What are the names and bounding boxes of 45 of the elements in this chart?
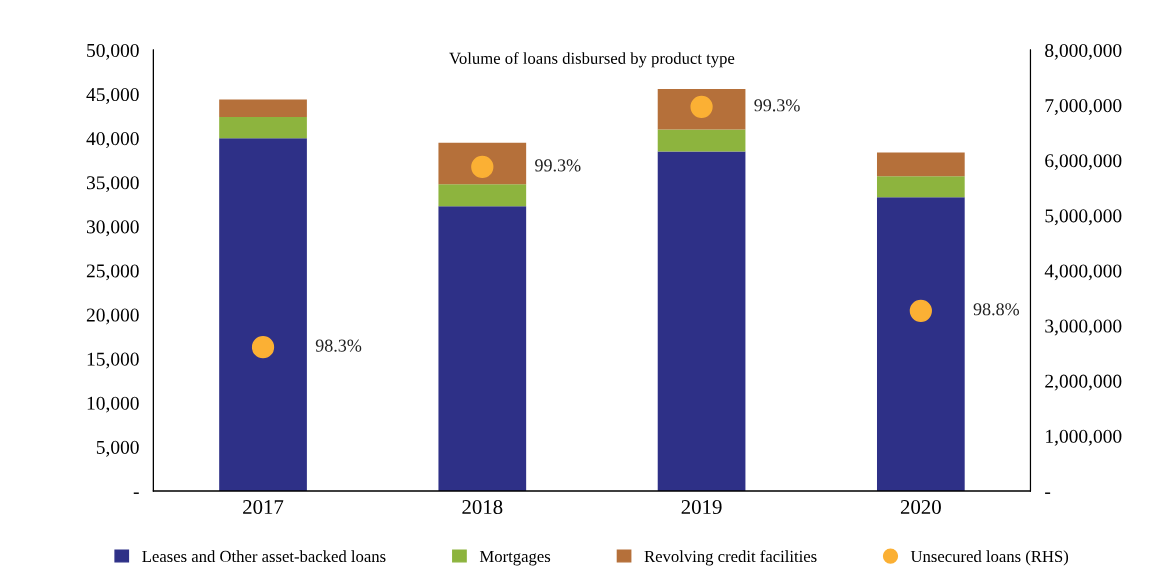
y-tick-label: 30,000 xyxy=(86,220,139,237)
legend-label: Revolving credit facilities xyxy=(644,550,817,566)
x-tick-label: 2020 xyxy=(900,499,941,515)
x-tick-label: 2017 xyxy=(243,499,284,515)
bar xyxy=(438,206,527,492)
bar xyxy=(876,176,965,198)
y-tick-label: 35,000 xyxy=(86,176,139,193)
legend-label: Mortgages xyxy=(479,550,551,566)
y2-tick-label: 6,000,000 xyxy=(1045,154,1122,171)
legend-label: Unsecured loans (RHS) xyxy=(910,550,1069,566)
y2-tick-label: 4,000,000 xyxy=(1044,264,1122,281)
y-tick-label: 25,000 xyxy=(86,264,139,281)
y2-tick-label: 3,000,000 xyxy=(1045,319,1122,336)
legend-label: Leases and Other asset-backed loans xyxy=(142,550,386,563)
bar xyxy=(438,184,527,207)
y-tick-label: 5,000 xyxy=(96,440,139,457)
y-tick-label: - xyxy=(133,492,139,494)
bar xyxy=(219,99,307,118)
y2-tick-label: 2,000,000 xyxy=(1045,374,1122,391)
annotation: 99.3% xyxy=(754,99,800,112)
point xyxy=(909,299,932,322)
x-tick-label: 2019 xyxy=(681,499,722,515)
y2-tick-label: 1,000,000 xyxy=(1046,429,1122,446)
y-tick-label: 15,000 xyxy=(87,352,139,369)
bar xyxy=(219,138,307,492)
bar xyxy=(876,152,965,177)
y-tick-label: 20,000 xyxy=(86,308,139,325)
y-tick-label: 50,000 xyxy=(87,43,139,60)
bar xyxy=(876,197,965,492)
y-tick-label: 10,000 xyxy=(87,396,139,413)
y2-tick-label: - xyxy=(1045,492,1051,494)
x-tick-label: 2018 xyxy=(462,499,503,515)
y-tick-label: 40,000 xyxy=(86,132,139,148)
y2-tick-label: 7,000,000 xyxy=(1045,99,1122,115)
bar xyxy=(219,117,307,139)
annotation: 99.3% xyxy=(535,159,581,172)
annotation: 98.8% xyxy=(973,303,1020,316)
y2-tick-label: 8,000,000 xyxy=(1045,43,1122,60)
bar xyxy=(657,151,746,492)
chart-title: Volume of loans disbursed by product type xyxy=(449,52,735,68)
annotation: 98.3% xyxy=(315,339,362,352)
bar xyxy=(657,129,746,152)
point xyxy=(251,336,275,359)
y-tick-label: 45,000 xyxy=(86,87,139,104)
y2-tick-label: 5,000,000 xyxy=(1045,209,1122,226)
